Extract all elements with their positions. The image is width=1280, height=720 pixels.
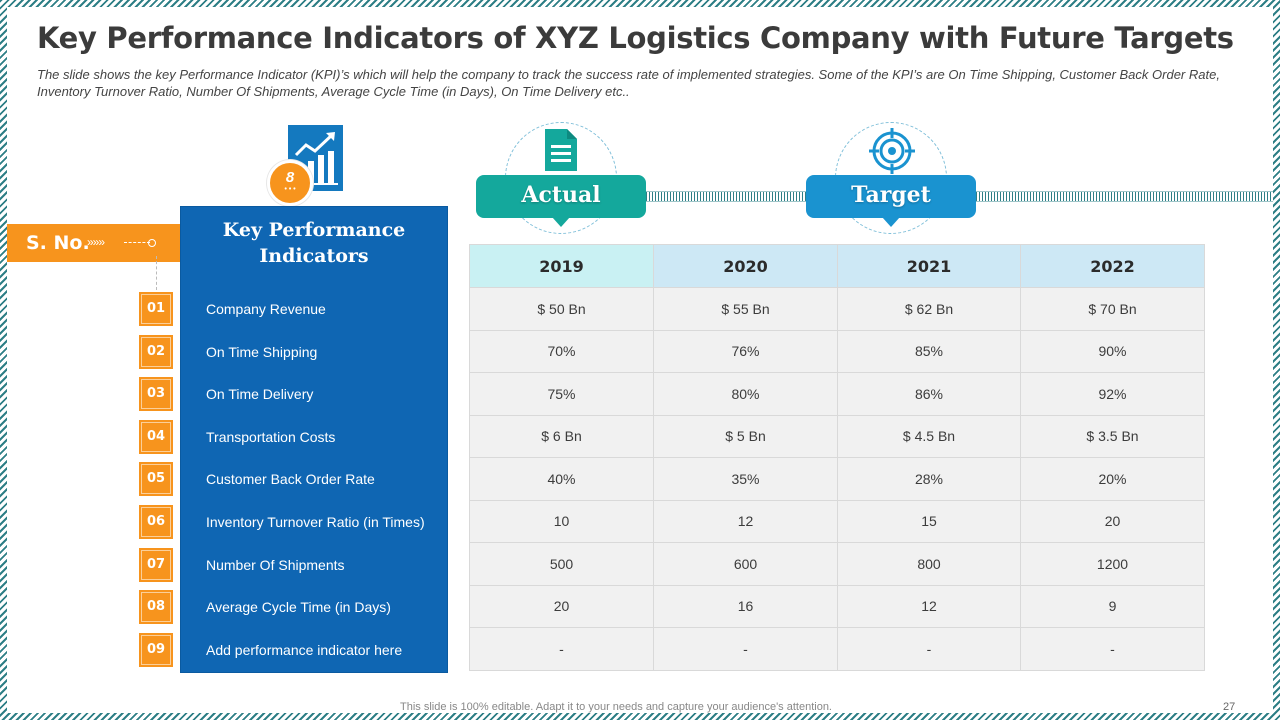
- table-row: 10 12 15 20: [469, 499, 1205, 543]
- value-cell: $ 55 Bn: [653, 287, 838, 331]
- kpi-label: Inventory Turnover Ratio (in Times): [206, 514, 425, 530]
- chevrons-icon: »»»: [87, 235, 105, 249]
- step-badge: 8 • • •: [267, 160, 313, 206]
- value-cell: $ 70 Bn: [1020, 287, 1205, 331]
- value-cell: 28%: [837, 457, 1021, 501]
- value-cell: -: [837, 627, 1021, 671]
- value-cell: 15: [837, 499, 1021, 543]
- value-cell: 10: [469, 499, 654, 543]
- kpi-label: Customer Back Order Rate: [206, 471, 375, 488]
- serial-number-tab: S. No. »»»: [7, 224, 181, 262]
- table-row: 70% 76% 85% 90%: [469, 329, 1205, 373]
- value-cell: -: [653, 627, 838, 671]
- row-number-03: 03: [139, 377, 173, 412]
- kpi-heading-line-1: Key Performance: [222, 219, 406, 241]
- value-cell: $ 4.5 Bn: [837, 414, 1021, 458]
- dashed-bar-left: [646, 191, 806, 202]
- serial-number-label: S. No.: [26, 232, 90, 254]
- table-row: 75% 80% 86% 92%: [469, 372, 1205, 416]
- year-header-2019: 2019: [469, 244, 654, 288]
- row-number-04: 04: [139, 419, 173, 454]
- value-cell: 86%: [837, 372, 1021, 416]
- kpi-label: On Time Shipping: [206, 343, 318, 360]
- year-header-2020: 2020: [653, 244, 838, 288]
- slide-subtitle: The slide shows the key Performance Indi…: [37, 67, 1220, 99]
- value-cell: 20%: [1020, 457, 1205, 501]
- value-cell: $ 5 Bn: [653, 414, 838, 458]
- table-row: $ 50 Bn $ 55 Bn $ 62 Bn $ 70 Bn: [469, 287, 1205, 331]
- row-number-09: 09: [139, 632, 173, 667]
- footer-note: This slide is 100% editable. Adapt it to…: [400, 701, 832, 713]
- actual-label: Actual: [521, 182, 601, 208]
- target-pointer: [882, 217, 900, 227]
- value-cell: -: [469, 627, 654, 671]
- document-icon: [543, 127, 579, 178]
- value-cell: 80%: [653, 372, 838, 416]
- value-cell: 35%: [653, 457, 838, 501]
- actual-label-pill: Actual: [476, 175, 646, 227]
- value-cell: 12: [653, 499, 838, 543]
- table-row: ----: [469, 627, 1205, 671]
- value-cell: 92%: [1020, 372, 1205, 416]
- table-header-row: 2019 2020 2021 2022: [469, 244, 1205, 288]
- row-number-07: 07: [139, 547, 173, 582]
- value-cell: $ 3.5 Bn: [1020, 414, 1205, 458]
- table-row: $ 6 Bn $ 5 Bn $ 4.5 Bn $ 3.5 Bn: [469, 414, 1205, 458]
- value-cell: 600: [653, 542, 838, 586]
- value-cell: $ 6 Bn: [469, 414, 654, 458]
- kpi-heading: Key Performance Indicators: [181, 217, 447, 269]
- connector-dot: [148, 239, 156, 247]
- value-cell: 40%: [469, 457, 654, 501]
- kpi-label: On Time Delivery: [206, 386, 314, 403]
- value-cell: 75%: [469, 372, 654, 416]
- page-number: 27: [1223, 701, 1236, 713]
- year-header-2021: 2021: [837, 244, 1021, 288]
- row-number-02: 02: [139, 334, 173, 369]
- value-cell: 1200: [1020, 542, 1205, 586]
- value-cell: 16: [653, 584, 838, 628]
- value-cell: 12: [837, 584, 1021, 628]
- row-number-06: 06: [139, 505, 173, 539]
- kpi-label: Average Cycle Time (in Days): [206, 599, 391, 616]
- dashed-bar-right: [976, 191, 1273, 202]
- table-row: 20 16 12 9: [469, 584, 1205, 628]
- value-cell: 70%: [469, 329, 654, 373]
- badge-number: 8: [285, 169, 295, 186]
- value-cell: 9: [1020, 584, 1205, 628]
- row-number-05: 05: [139, 462, 173, 497]
- dashed-drop-line: [156, 256, 157, 290]
- value-cell: 800: [837, 542, 1021, 586]
- row-number-08: 08: [139, 590, 173, 625]
- kpi-label: Add performance indicator here: [206, 641, 403, 658]
- table-row: 40% 35% 28% 20%: [469, 457, 1205, 501]
- kpi-label: Transportation Costs: [206, 428, 336, 445]
- value-cell: 20: [1020, 499, 1205, 543]
- target-label-pill: Target: [806, 175, 976, 227]
- value-cell: $ 50 Bn: [469, 287, 654, 331]
- kpi-panel: Key Performance Indicators Company Reven…: [180, 206, 448, 673]
- value-cell: $ 62 Bn: [837, 287, 1021, 331]
- dashed-connector: [124, 242, 150, 243]
- slide-title: Key Performance Indicators of XYZ Logist…: [37, 21, 1234, 55]
- value-cell: 90%: [1020, 329, 1205, 373]
- kpi-heading-line-2: Indicators: [259, 245, 369, 267]
- value-cell: 20: [469, 584, 654, 628]
- kpi-label: Number Of Shipments: [206, 556, 345, 573]
- value-cell: 500: [469, 542, 654, 586]
- actual-pointer: [552, 217, 570, 227]
- year-header-2022: 2022: [1020, 244, 1205, 288]
- target-label: Target: [851, 182, 931, 208]
- value-cell: -: [1020, 627, 1205, 671]
- table-row: 500 600 800 1200: [469, 542, 1205, 586]
- slide: Key Performance Indicators of XYZ Logist…: [7, 7, 1273, 713]
- row-number-01: 01: [139, 292, 173, 326]
- target-icon: [869, 128, 915, 179]
- kpi-label: Company Revenue: [206, 301, 326, 317]
- value-cell: 76%: [653, 329, 838, 373]
- kpi-values-table: 2019 2020 2021 2022 $ 50 Bn $ 55 Bn $ 62 Bn $ …: [469, 244, 1205, 671]
- badge-dots: • • •: [284, 186, 296, 193]
- value-cell: 85%: [837, 329, 1021, 373]
